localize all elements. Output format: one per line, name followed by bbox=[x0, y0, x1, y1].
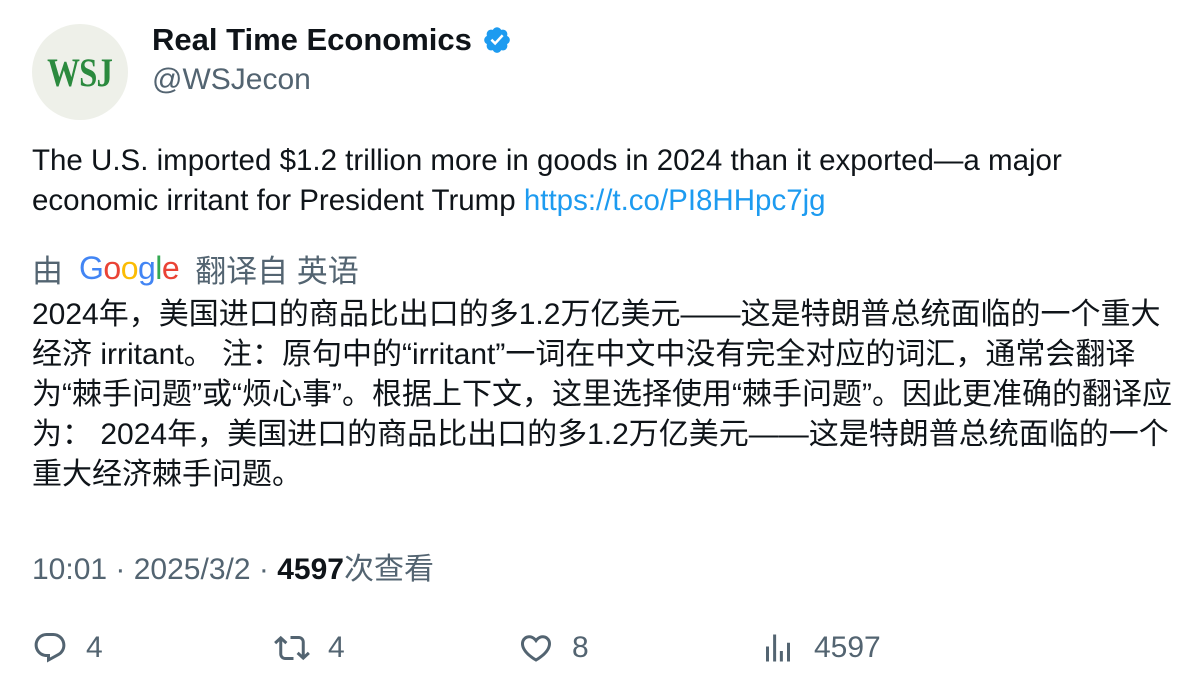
tweet-date[interactable]: 2025/3/2 bbox=[134, 553, 251, 586]
author-name-row: Real Time Economics bbox=[152, 22, 512, 58]
views-count: 4597 bbox=[814, 631, 881, 665]
translation-prefix: 由 bbox=[32, 246, 63, 291]
verified-badge-icon bbox=[482, 25, 512, 55]
tweet-text: The U.S. imported $1.2 trillion more in … bbox=[32, 141, 1172, 221]
meta-separator: · bbox=[107, 553, 134, 586]
view-count: 4597 bbox=[277, 553, 344, 586]
translation-suffix: 翻译自 英语 bbox=[195, 246, 359, 291]
repost-button[interactable]: 4 bbox=[274, 630, 345, 666]
author-handle[interactable]: @WSJecon bbox=[152, 63, 311, 97]
tweet-link[interactable]: https://t.co/PI8HHpc7jg bbox=[524, 184, 826, 217]
reply-icon bbox=[32, 630, 68, 666]
views-button[interactable]: 4597 bbox=[760, 630, 881, 666]
action-bar: 4 4 8 4597 bbox=[32, 630, 1172, 674]
reply-count: 4 bbox=[86, 631, 103, 665]
translated-text: 2024年，美国进口的商品比出口的多1.2万亿美元——这是特朗普总统面临的一个重… bbox=[32, 295, 1172, 495]
heart-icon bbox=[518, 630, 554, 666]
repost-count: 4 bbox=[328, 631, 345, 665]
view-label: 次查看 bbox=[344, 553, 434, 586]
like-count: 8 bbox=[572, 631, 589, 665]
repost-icon bbox=[274, 630, 310, 666]
author-name[interactable]: Real Time Economics bbox=[152, 22, 472, 58]
meta-separator: · bbox=[251, 553, 278, 586]
tweet-time[interactable]: 10:01 bbox=[32, 553, 107, 586]
analytics-icon bbox=[760, 630, 796, 666]
avatar-logo-text: WSJ bbox=[48, 49, 113, 96]
google-logo[interactable]: Google bbox=[79, 250, 179, 287]
tweet-meta: 10:01 · 2025/3/2 · 4597次查看 bbox=[32, 544, 434, 588]
like-button[interactable]: 8 bbox=[518, 630, 589, 666]
translation-attribution: 由 Google 翻译自 英语 bbox=[32, 246, 359, 291]
reply-button[interactable]: 4 bbox=[32, 630, 103, 666]
avatar[interactable]: WSJ bbox=[32, 24, 128, 120]
